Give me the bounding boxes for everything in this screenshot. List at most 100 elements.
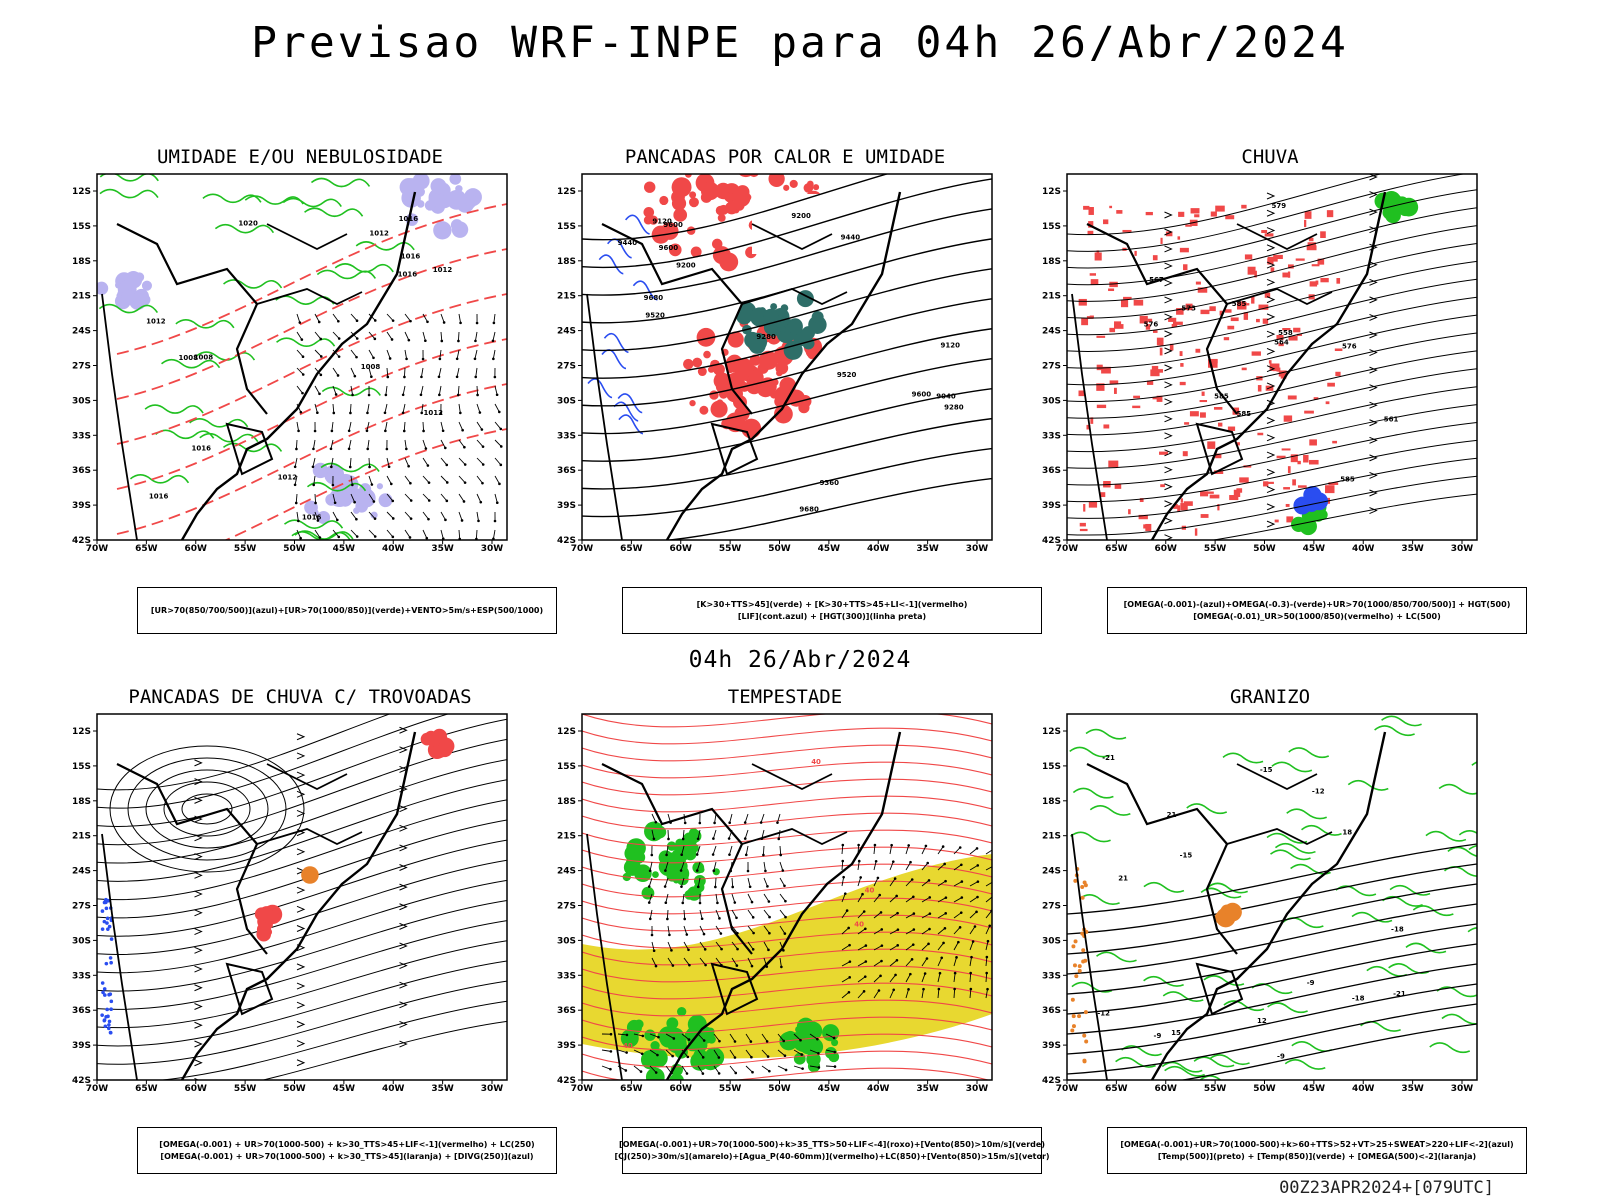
wind-vector: [809, 1033, 818, 1040]
wind-vector-head: [894, 973, 897, 977]
contour-label: 1008: [178, 354, 198, 362]
flow-arrow: [194, 946, 203, 954]
contour-label: 9600: [663, 221, 683, 229]
state-border: [256, 828, 363, 846]
wind-vector-head: [355, 535, 359, 538]
wind-vector-head: [355, 517, 358, 521]
wind-vector-head: [907, 844, 910, 847]
wind-vector: [763, 877, 768, 887]
instability-fill: [659, 195, 669, 206]
wind-vector-head: [895, 894, 898, 898]
wind-vector-head: [652, 949, 656, 953]
state-border: [256, 288, 363, 306]
wind-vector: [332, 403, 335, 414]
wind-vector-head: [479, 500, 483, 504]
wind-vector: [313, 439, 316, 449]
wind-vector-head: [879, 911, 883, 914]
flow-arrow: [194, 1040, 203, 1048]
wind-vector-head: [319, 373, 323, 377]
flow-arrow: [1164, 449, 1173, 457]
wind-vector: [889, 959, 898, 967]
wind-vector: [649, 1033, 659, 1038]
wind-vector-head: [768, 931, 771, 935]
lat-label: 21S: [72, 832, 91, 842]
wind-vector-head: [609, 1032, 613, 1036]
wind-vector: [404, 349, 408, 359]
wind-fill: [684, 834, 692, 843]
contour-label: 558: [1278, 329, 1293, 337]
humidity-contour: [306, 481, 367, 492]
omega-patch: [1080, 931, 1085, 936]
rain-cell: [1263, 481, 1269, 487]
rain-cell: [1235, 442, 1240, 446]
humidity-contour: [199, 432, 259, 443]
wind-vector-head: [848, 943, 851, 947]
lon-label: 65W: [1105, 544, 1128, 554]
flow-arrow: [1266, 313, 1276, 321]
humidity-contour: [304, 207, 364, 218]
wind-vector-head: [384, 429, 387, 433]
wind-vector: [314, 385, 320, 395]
wind-vector-head: [767, 948, 770, 952]
wind-vector-head: [424, 447, 428, 450]
panel-title: PANCADAS POR CALOR E UMIDADE: [624, 146, 946, 168]
rain-cell: [1207, 441, 1216, 449]
lat-label: 42S: [557, 536, 576, 546]
circulation-contour: [181, 793, 233, 825]
lon-label: 65W: [620, 1084, 643, 1094]
wind-vector-head: [445, 463, 449, 467]
contour-line: [1067, 404, 1477, 469]
legend-line: [LIF](cont.azul) + [HGT(300)](linha pret…: [737, 611, 927, 621]
divergence-patch: [109, 1007, 113, 1012]
streamline-850: [582, 727, 992, 745]
rain-cell: [1208, 358, 1218, 364]
flow-arrow: [399, 824, 408, 832]
wind-vector-head: [688, 963, 691, 967]
rain-cell: [1090, 417, 1094, 424]
instability-fill: [643, 181, 656, 193]
wind-vector: [905, 845, 910, 855]
rain-cell: [1116, 210, 1123, 214]
wind-fill: [652, 871, 659, 878]
wind-vector: [422, 475, 430, 483]
omega-patch: [1080, 885, 1085, 890]
rain-cell: [1332, 440, 1338, 444]
contour-label: -18: [1391, 925, 1404, 933]
lif-contour: [598, 254, 624, 275]
wind-vector: [332, 331, 340, 339]
instability-fill: [699, 405, 709, 415]
temp850-contour: [1388, 963, 1429, 974]
wind-vector-head: [955, 956, 958, 959]
divergence-patch: [100, 981, 105, 985]
wind-vector-head: [298, 321, 302, 324]
temp850-contour: [1223, 1000, 1265, 1012]
rain-cell: [1180, 363, 1184, 367]
contour-line: [97, 799, 507, 901]
wind-vector: [841, 944, 850, 951]
wind-vector-head: [733, 1040, 737, 1043]
wind-vector: [713, 1033, 720, 1042]
humidity-contour: [202, 193, 262, 204]
streamline-850: [582, 795, 992, 813]
andes-border: [101, 833, 138, 1080]
flow-arrow: [1369, 384, 1378, 392]
wind-vector: [494, 403, 500, 413]
valid-time-subtitle: 04h 26/Abr/2024: [688, 647, 912, 673]
humidity-fill: [378, 493, 393, 508]
instability-fill: [728, 192, 735, 200]
flow-arrow: [399, 864, 408, 871]
lat-label: 39S: [1042, 1041, 1061, 1051]
wind-vector-head: [695, 853, 699, 856]
wind-vector-head: [953, 971, 957, 975]
rain-cell: [1183, 264, 1188, 271]
wind-vector-head: [329, 447, 333, 451]
flow-arrow: [194, 834, 203, 842]
flow-arrow: [1164, 211, 1173, 219]
wind-vector: [386, 511, 394, 519]
wind-vector-head: [973, 925, 977, 928]
instability-fill: [710, 400, 728, 418]
wind-fill: [658, 850, 673, 865]
wind-vector-head: [463, 481, 467, 484]
wind-vector-head: [625, 1033, 629, 1037]
